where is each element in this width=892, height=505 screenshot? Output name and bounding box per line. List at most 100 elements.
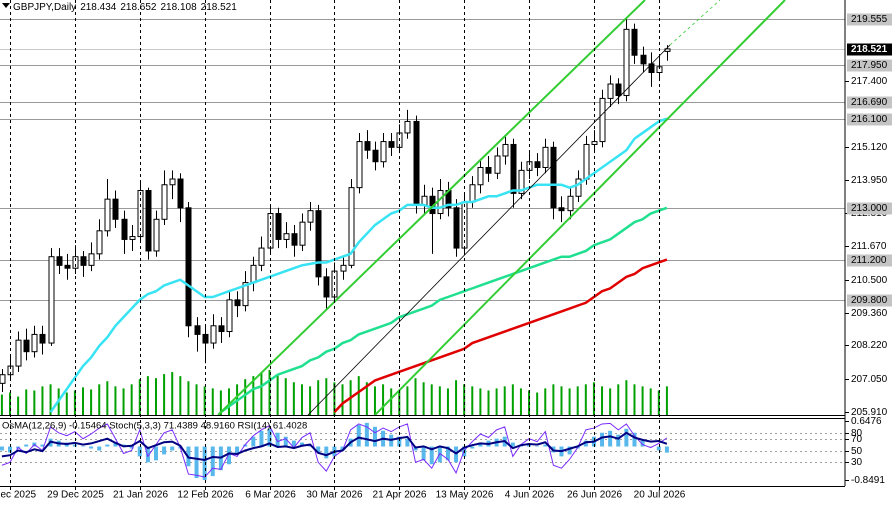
volume-bar bbox=[382, 384, 385, 415]
histogram-bar bbox=[632, 432, 637, 447]
x-tick-label: 20 Jul 2026 bbox=[634, 490, 686, 501]
candle-body bbox=[291, 233, 298, 246]
candle-body bbox=[226, 299, 233, 333]
volume-bar bbox=[114, 386, 117, 415]
volume-bar bbox=[414, 378, 417, 415]
histogram-bar bbox=[470, 446, 475, 449]
volume-bar bbox=[17, 396, 20, 415]
histogram-bar bbox=[421, 446, 426, 461]
histogram-bar bbox=[364, 422, 369, 447]
histogram-bar bbox=[340, 446, 345, 451]
volume-bar bbox=[292, 382, 295, 415]
candle-body bbox=[623, 28, 630, 97]
histogram-bar bbox=[405, 438, 410, 447]
histogram-bar bbox=[478, 442, 483, 447]
y2-tick-label: 70 bbox=[851, 434, 863, 445]
histogram-bar bbox=[616, 434, 621, 447]
candle-body bbox=[494, 155, 501, 174]
candle-body bbox=[112, 198, 119, 220]
moving-average bbox=[220, 206, 668, 414]
y-tick-label: 210.500 bbox=[851, 275, 888, 286]
volume-bar bbox=[544, 388, 547, 415]
candle-body bbox=[242, 282, 249, 307]
volume-bar bbox=[106, 381, 109, 415]
level-label: 209.800 bbox=[851, 295, 888, 306]
candle-body bbox=[153, 218, 160, 252]
level-label-box bbox=[847, 202, 892, 215]
volume-bar bbox=[552, 384, 555, 415]
histogram-bar bbox=[583, 440, 588, 447]
volume-bar bbox=[179, 376, 182, 415]
volume-bar bbox=[90, 389, 93, 415]
volume-bar bbox=[560, 386, 563, 415]
volume-bar bbox=[471, 386, 474, 415]
volume-bar bbox=[455, 380, 458, 415]
level-label-box bbox=[847, 113, 892, 126]
level-label-box bbox=[847, 294, 892, 307]
candle-body bbox=[413, 120, 420, 206]
x-tick-label: 26 Jun 2026 bbox=[567, 490, 622, 501]
histogram-bar bbox=[202, 446, 207, 481]
menu-icon bbox=[2, 3, 10, 8]
volume-bar bbox=[633, 384, 636, 415]
histogram-bar bbox=[648, 446, 653, 448]
volume-bar bbox=[365, 382, 368, 415]
volume-bar bbox=[568, 388, 571, 415]
histogram-bar bbox=[170, 446, 175, 451]
current-price-box bbox=[847, 43, 892, 56]
volume-bar bbox=[495, 388, 498, 415]
histogram-bar bbox=[24, 444, 29, 447]
volume-bar bbox=[601, 386, 604, 415]
volume-bar bbox=[438, 386, 441, 415]
volume-bar bbox=[98, 384, 101, 415]
volume-bar bbox=[244, 379, 247, 415]
candle-body bbox=[218, 325, 225, 333]
level-label: 216.690 bbox=[851, 97, 888, 108]
volume-bar bbox=[341, 384, 344, 415]
histogram-bar bbox=[129, 446, 134, 449]
candle-body bbox=[372, 149, 379, 163]
x-tick-label: 13 May 2026 bbox=[436, 490, 494, 501]
volume-bar bbox=[609, 388, 612, 415]
volume-bar bbox=[260, 372, 263, 415]
histogram-bar bbox=[97, 446, 102, 451]
candle-body bbox=[72, 256, 79, 269]
x-tick-label: 6 Mar 2026 bbox=[245, 490, 296, 501]
channel-line bbox=[374, 0, 786, 415]
volume-bar bbox=[252, 376, 255, 415]
y-tick-label: 209.360 bbox=[851, 308, 888, 319]
volume-bar bbox=[138, 379, 141, 415]
volume-bar bbox=[130, 384, 133, 415]
candle-body bbox=[348, 187, 355, 266]
volume-bar bbox=[446, 388, 449, 415]
x-tick-label: 4 Jun 2026 bbox=[505, 490, 555, 501]
histogram-bar bbox=[429, 446, 434, 465]
candle-body bbox=[575, 178, 582, 197]
histogram-bar bbox=[372, 426, 377, 447]
histogram-bar bbox=[283, 436, 288, 447]
histogram-bar bbox=[0, 446, 4, 451]
histogram-bar bbox=[243, 444, 248, 447]
candle-body bbox=[258, 247, 265, 266]
candle-body bbox=[64, 264, 71, 269]
histogram-bar bbox=[235, 446, 240, 455]
histogram-bar bbox=[664, 446, 669, 453]
x-tick-label: 21 Apr 2026 bbox=[373, 490, 427, 501]
candle-body bbox=[307, 210, 314, 223]
close-value: 218.521 bbox=[201, 2, 238, 13]
candle-body bbox=[323, 276, 330, 298]
trend-line bbox=[307, 44, 671, 415]
oscillator-title: OsMA(12,26,9) -0.15464 Stoch(5,3,3) 71.4… bbox=[2, 421, 307, 432]
candle-body bbox=[558, 207, 565, 212]
level-label-box bbox=[847, 59, 892, 72]
volume-bar bbox=[154, 378, 157, 415]
volume-bar bbox=[268, 370, 271, 415]
volume-bar bbox=[0, 394, 3, 415]
candle-body bbox=[380, 141, 387, 163]
candle-body bbox=[607, 83, 614, 99]
histogram-bar bbox=[81, 446, 85, 448]
volume-bar bbox=[406, 386, 409, 415]
candle-body bbox=[477, 166, 484, 186]
histogram-bar bbox=[445, 446, 450, 461]
